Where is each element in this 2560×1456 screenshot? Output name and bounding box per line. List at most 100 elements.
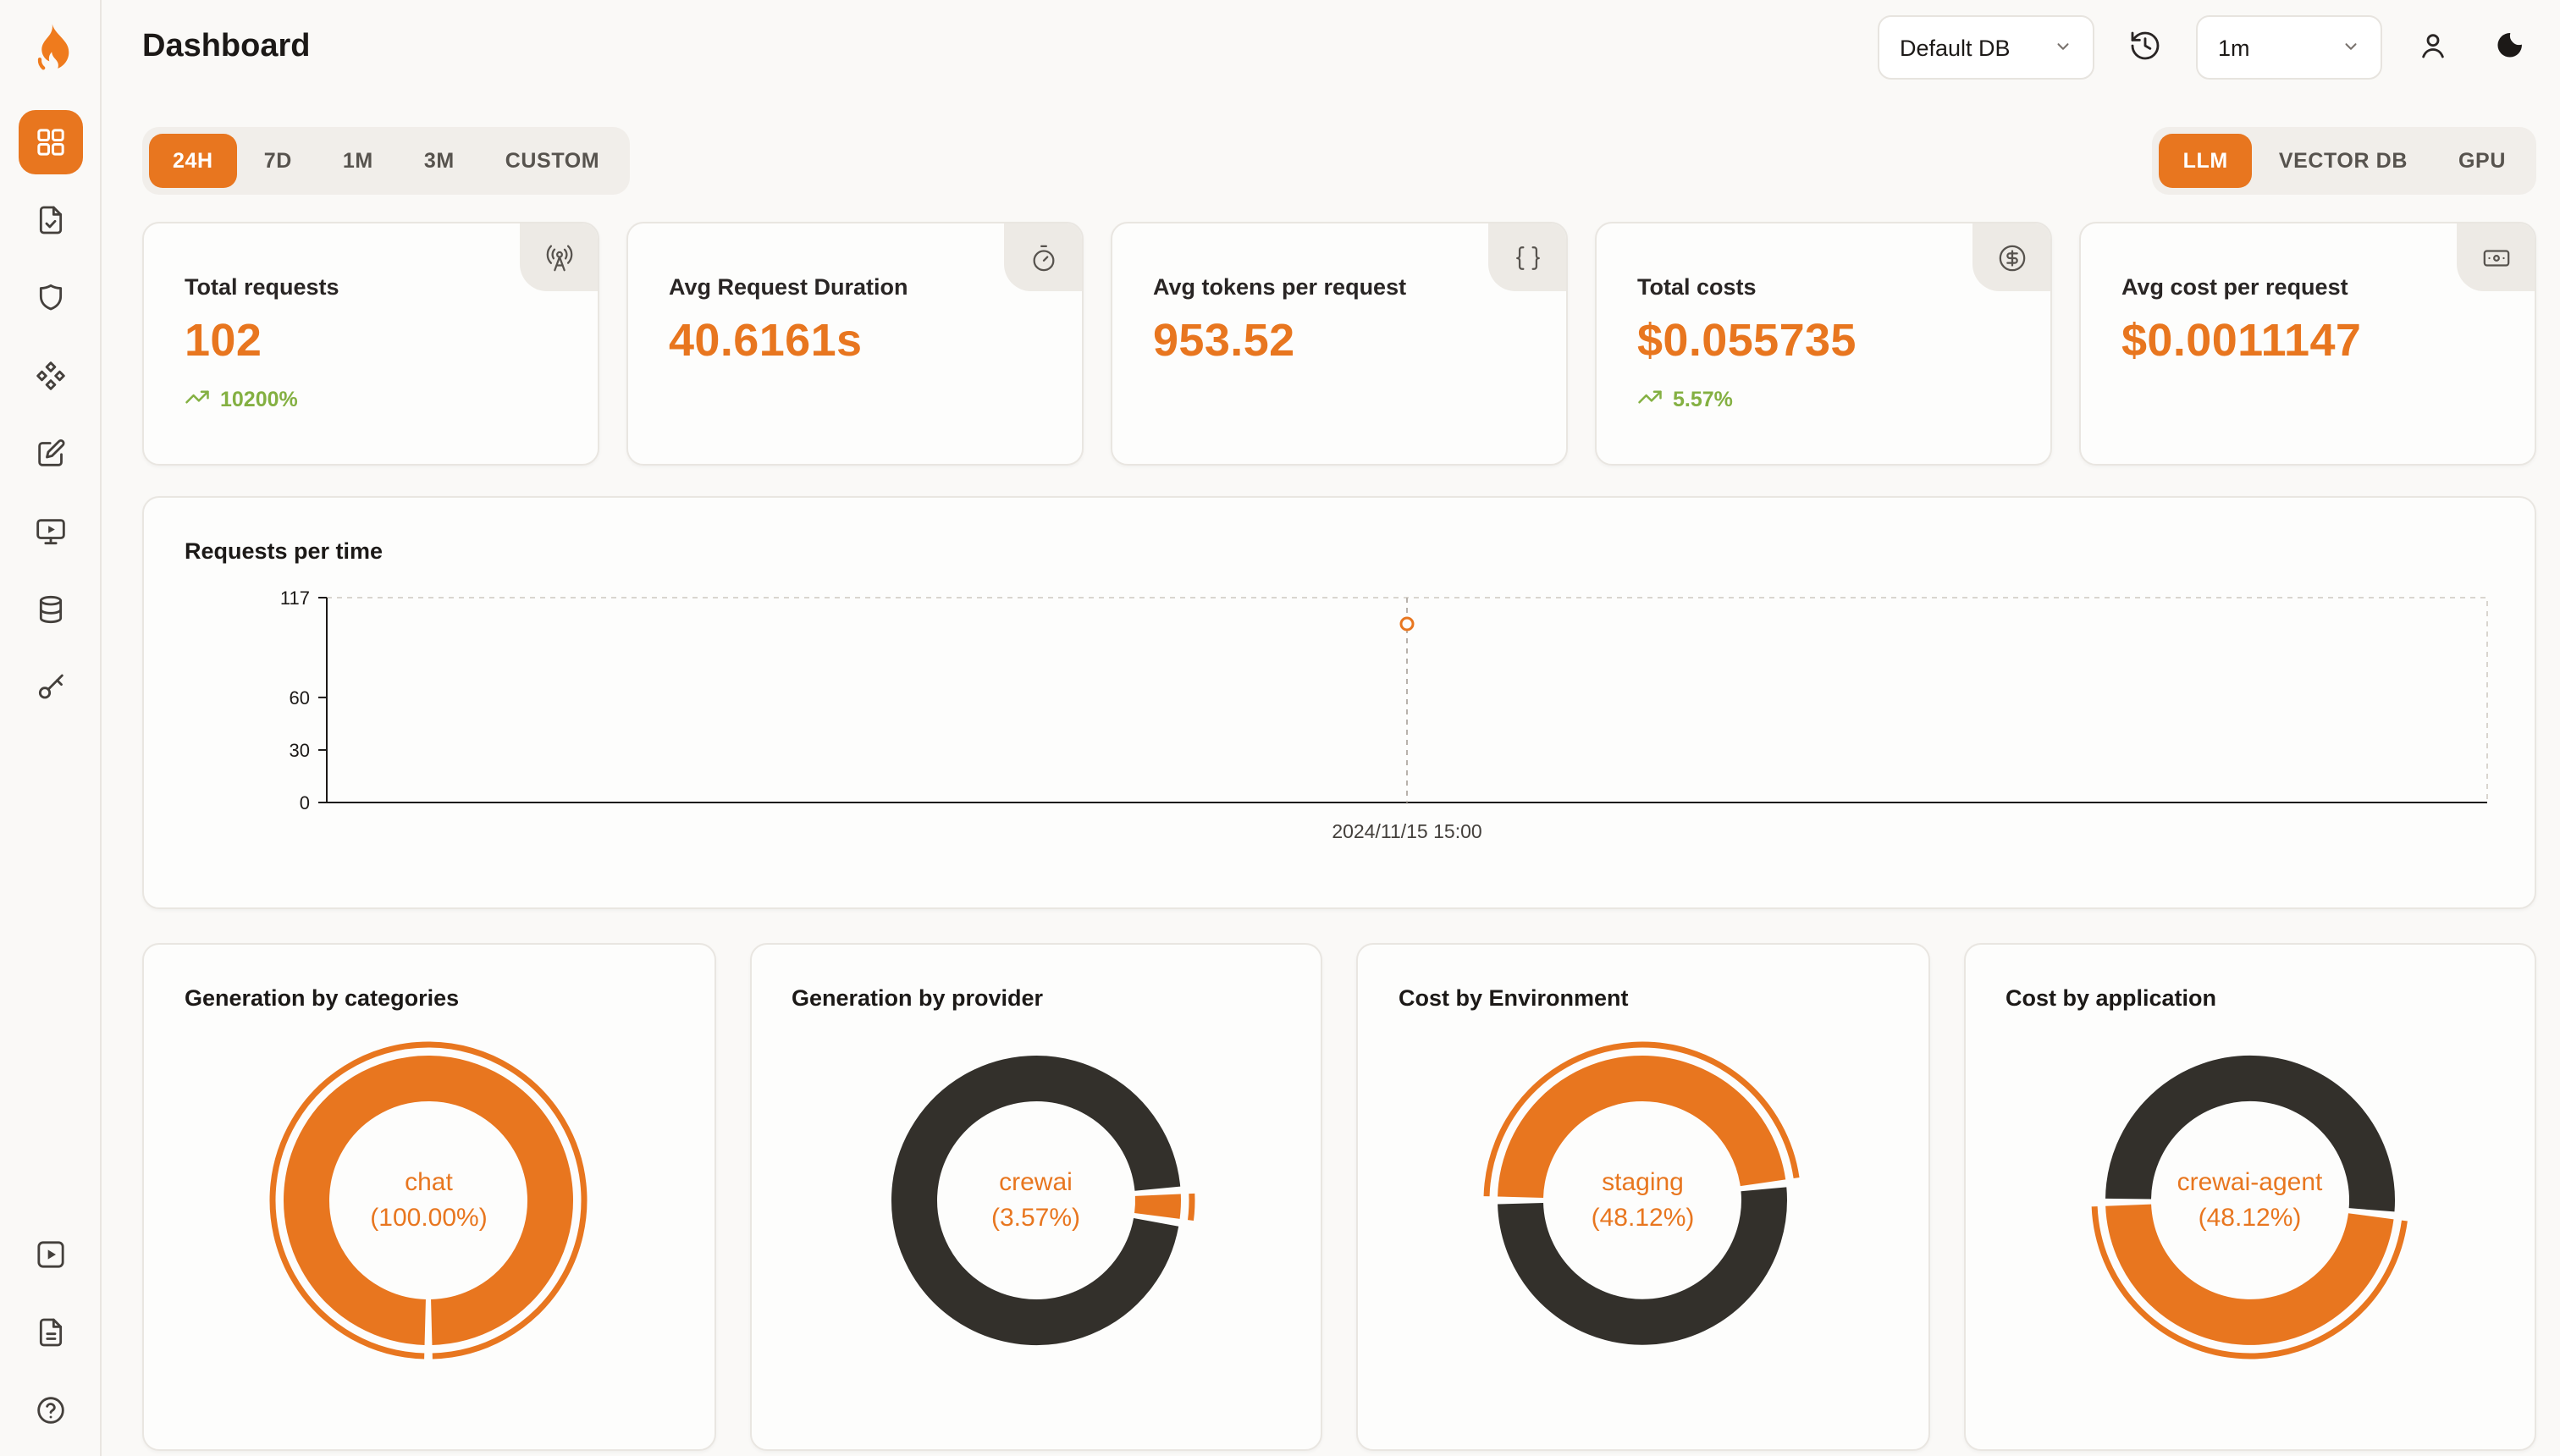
file-text-icon <box>33 1315 67 1349</box>
svg-text:2024/11/15 15:00: 2024/11/15 15:00 <box>1332 820 1481 842</box>
interval-select[interactable]: 1m <box>2196 15 2382 80</box>
sidebar <box>0 0 102 1456</box>
stat-card-avg-tokens: Avg tokens per request 953.52 <box>1111 222 1568 466</box>
banknote-icon <box>2457 223 2535 291</box>
trending-up-icon <box>185 384 210 415</box>
history-icon <box>2128 28 2162 67</box>
stat-label: Avg tokens per request <box>1153 274 1407 300</box>
stat-value: 953.52 <box>1153 315 1295 366</box>
time-range-tabs: 24H 7D 1M 3M CUSTOM <box>142 127 631 195</box>
help-circle-icon <box>33 1393 67 1427</box>
theme-toggle-button[interactable] <box>2484 19 2536 76</box>
sidebar-nav <box>18 110 82 720</box>
braces-icon <box>1488 223 1566 291</box>
svg-text:117: 117 <box>280 587 310 609</box>
stat-delta <box>669 384 1041 411</box>
tab-custom[interactable]: CUSTOM <box>482 134 624 188</box>
db-select-value: Default DB <box>1900 35 2011 60</box>
donut-chart-application[interactable] <box>2081 1031 2419 1370</box>
sidebar-item-dashboard[interactable] <box>18 110 82 174</box>
moon-icon <box>2494 29 2526 66</box>
requests-line-chart[interactable]: 0 30 60 117 2024/11/15 15:00 <box>185 584 2494 855</box>
tabs-row: 24H 7D 1M 3M CUSTOM LLM VECTOR DB GPU <box>142 127 2536 195</box>
stat-card-total-costs: Total costs $0.055735 5.57% <box>1595 222 2052 466</box>
donut-wrap: chat (100.00%) <box>260 1031 599 1370</box>
flame-logo[interactable] <box>21 19 79 76</box>
requests-per-time-card: Requests per time 0 30 60 117 2024/11/15 15:… <box>142 496 2536 909</box>
donut-card-provider: Generation by provider crewai (3.57%) <box>749 943 1322 1451</box>
chevron-down-icon <box>2342 35 2360 60</box>
sidebar-footer <box>18 1222 82 1442</box>
donut-chart-environment[interactable] <box>1474 1031 1812 1370</box>
donut-chart-categories[interactable] <box>260 1031 599 1370</box>
circle-dollar-icon <box>1972 223 2050 291</box>
donut-card-categories: Generation by categories chat (100.00%) <box>142 943 715 1451</box>
stat-label: Total requests <box>185 274 339 300</box>
sidebar-item-guardrails[interactable] <box>18 266 82 330</box>
sidebar-item-api-keys[interactable] <box>18 655 82 720</box>
sidebar-item-datasets[interactable] <box>18 577 82 642</box>
sidebar-item-help[interactable] <box>18 1378 82 1442</box>
tab-3m[interactable]: 3M <box>400 134 478 188</box>
stat-card-total-requests: Total requests 102 10200% <box>142 222 599 466</box>
db-select[interactable]: Default DB <box>1878 15 2094 80</box>
donut-wrap: crewai-agent (48.12%) <box>2081 1031 2419 1370</box>
user-icon <box>2416 28 2450 67</box>
sidebar-item-integrations[interactable] <box>18 344 82 408</box>
donut-chart-provider[interactable] <box>867 1031 1206 1370</box>
stat-label: Avg cost per request <box>2121 274 2348 300</box>
edit-square-icon <box>33 437 67 471</box>
stat-delta: 10200% <box>185 384 557 415</box>
tab-1m[interactable]: 1M <box>319 134 397 188</box>
donuts-row: Generation by categories chat (100.00%) … <box>142 943 2536 1451</box>
stat-label: Avg Request Duration <box>669 274 908 300</box>
chart-title: Requests per time <box>185 538 383 564</box>
svg-text:30: 30 <box>290 740 310 761</box>
sidebar-item-tutorials[interactable] <box>18 1222 82 1287</box>
sidebar-item-requests[interactable] <box>18 188 82 252</box>
timer-icon <box>1004 223 1082 291</box>
stat-card-avg-cost: Avg cost per request $0.0011147 <box>2079 222 2536 466</box>
stat-value: $0.0011147 <box>2121 315 2362 366</box>
dashboard-grid-icon <box>33 125 67 159</box>
stat-delta <box>1153 384 1526 411</box>
chevron-down-icon <box>2054 35 2072 60</box>
user-menu-button[interactable] <box>2406 18 2460 77</box>
nodes-icon <box>33 359 67 393</box>
resource-tabs: LLM VECTOR DB GPU <box>2152 127 2536 195</box>
play-square-icon <box>33 1238 67 1271</box>
svg-text:0: 0 <box>300 792 310 813</box>
interval-select-value: 1m <box>2218 35 2250 60</box>
file-requests-icon <box>33 203 67 237</box>
donut-wrap: staging (48.12%) <box>1474 1031 1812 1370</box>
main-content: 24H 7D 1M 3M CUSTOM LLM VECTOR DB GPU <box>102 95 2560 1456</box>
donut-card-application: Cost by application crewai-agent (48.12%… <box>1963 943 2536 1451</box>
chart-title: Generation by provider <box>792 985 1044 1011</box>
sidebar-item-playground[interactable] <box>18 499 82 564</box>
donut-card-environment: Cost by Environment staging (48.12%) <box>1356 943 1929 1451</box>
sidebar-item-docs[interactable] <box>18 1300 82 1365</box>
monitor-play-icon <box>33 515 67 549</box>
topbar-controls: Default DB 1m <box>1878 15 2536 80</box>
chart-title: Generation by categories <box>185 985 460 1011</box>
stat-value: $0.055735 <box>1637 315 1857 366</box>
tab-llm[interactable]: LLM <box>2159 134 2252 188</box>
stat-delta <box>2121 384 2494 411</box>
donut-wrap: crewai (3.57%) <box>867 1031 1206 1370</box>
radio-tower-icon <box>520 223 598 291</box>
stat-card-avg-duration: Avg Request Duration 40.6161s <box>626 222 1084 466</box>
tab-gpu[interactable]: GPU <box>2435 134 2530 188</box>
stat-value: 40.6161s <box>669 315 863 366</box>
stat-delta: 5.57% <box>1637 384 2010 415</box>
sidebar-item-evaluations[interactable] <box>18 422 82 486</box>
history-button[interactable] <box>2118 18 2172 77</box>
chart-title: Cost by application <box>2006 985 2217 1011</box>
stats-row: Total requests 102 10200% <box>142 222 2536 466</box>
tab-7d[interactable]: 7D <box>240 134 316 188</box>
shield-icon <box>33 281 67 315</box>
tab-24h[interactable]: 24H <box>149 134 237 188</box>
tab-vector-db[interactable]: VECTOR DB <box>2255 134 2431 188</box>
topbar: Dashboard Default DB 1m <box>102 0 2560 95</box>
chart-title: Cost by Environment <box>1399 985 1629 1011</box>
